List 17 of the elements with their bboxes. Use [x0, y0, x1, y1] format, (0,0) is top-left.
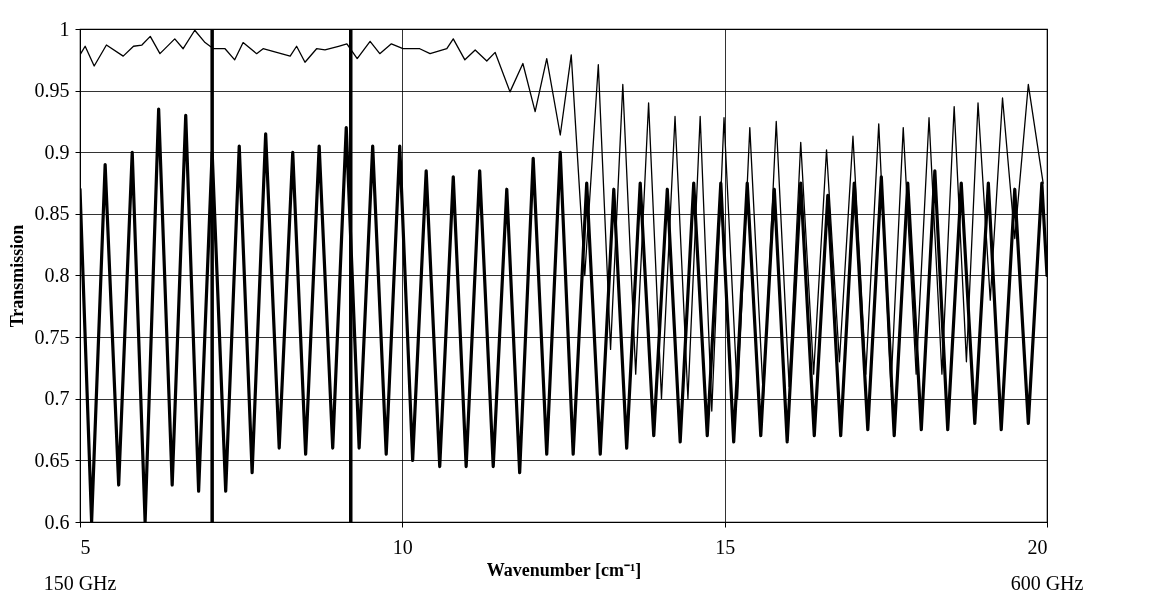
y-tick-label: 0.7 [44, 387, 70, 410]
text: 150 GHz [43, 572, 117, 594]
y-tick-label: 0.8 [44, 264, 70, 286]
x-tick-label: 10 [392, 535, 413, 558]
x-axis-title: Wavenumber [cm⁻¹] [486, 559, 642, 580]
y-tick-label: 1 [59, 17, 70, 40]
x-tick-label: 20 [1027, 535, 1048, 558]
y-tick-label: 0.6 [44, 510, 70, 533]
y-tick-label: 0.9 [44, 140, 70, 163]
text: 600 GHz [1010, 572, 1084, 594]
y-tick-label: 0.95 [34, 79, 70, 102]
y-axis-title: Transmission [6, 224, 27, 328]
y-tick-label: 0.85 [34, 202, 70, 225]
x-tick-label: 5 [80, 535, 91, 558]
x-tick-label: 15 [715, 535, 736, 558]
y-tick-label: 0.75 [34, 325, 70, 348]
y-tick-label: 0.65 [34, 448, 70, 471]
